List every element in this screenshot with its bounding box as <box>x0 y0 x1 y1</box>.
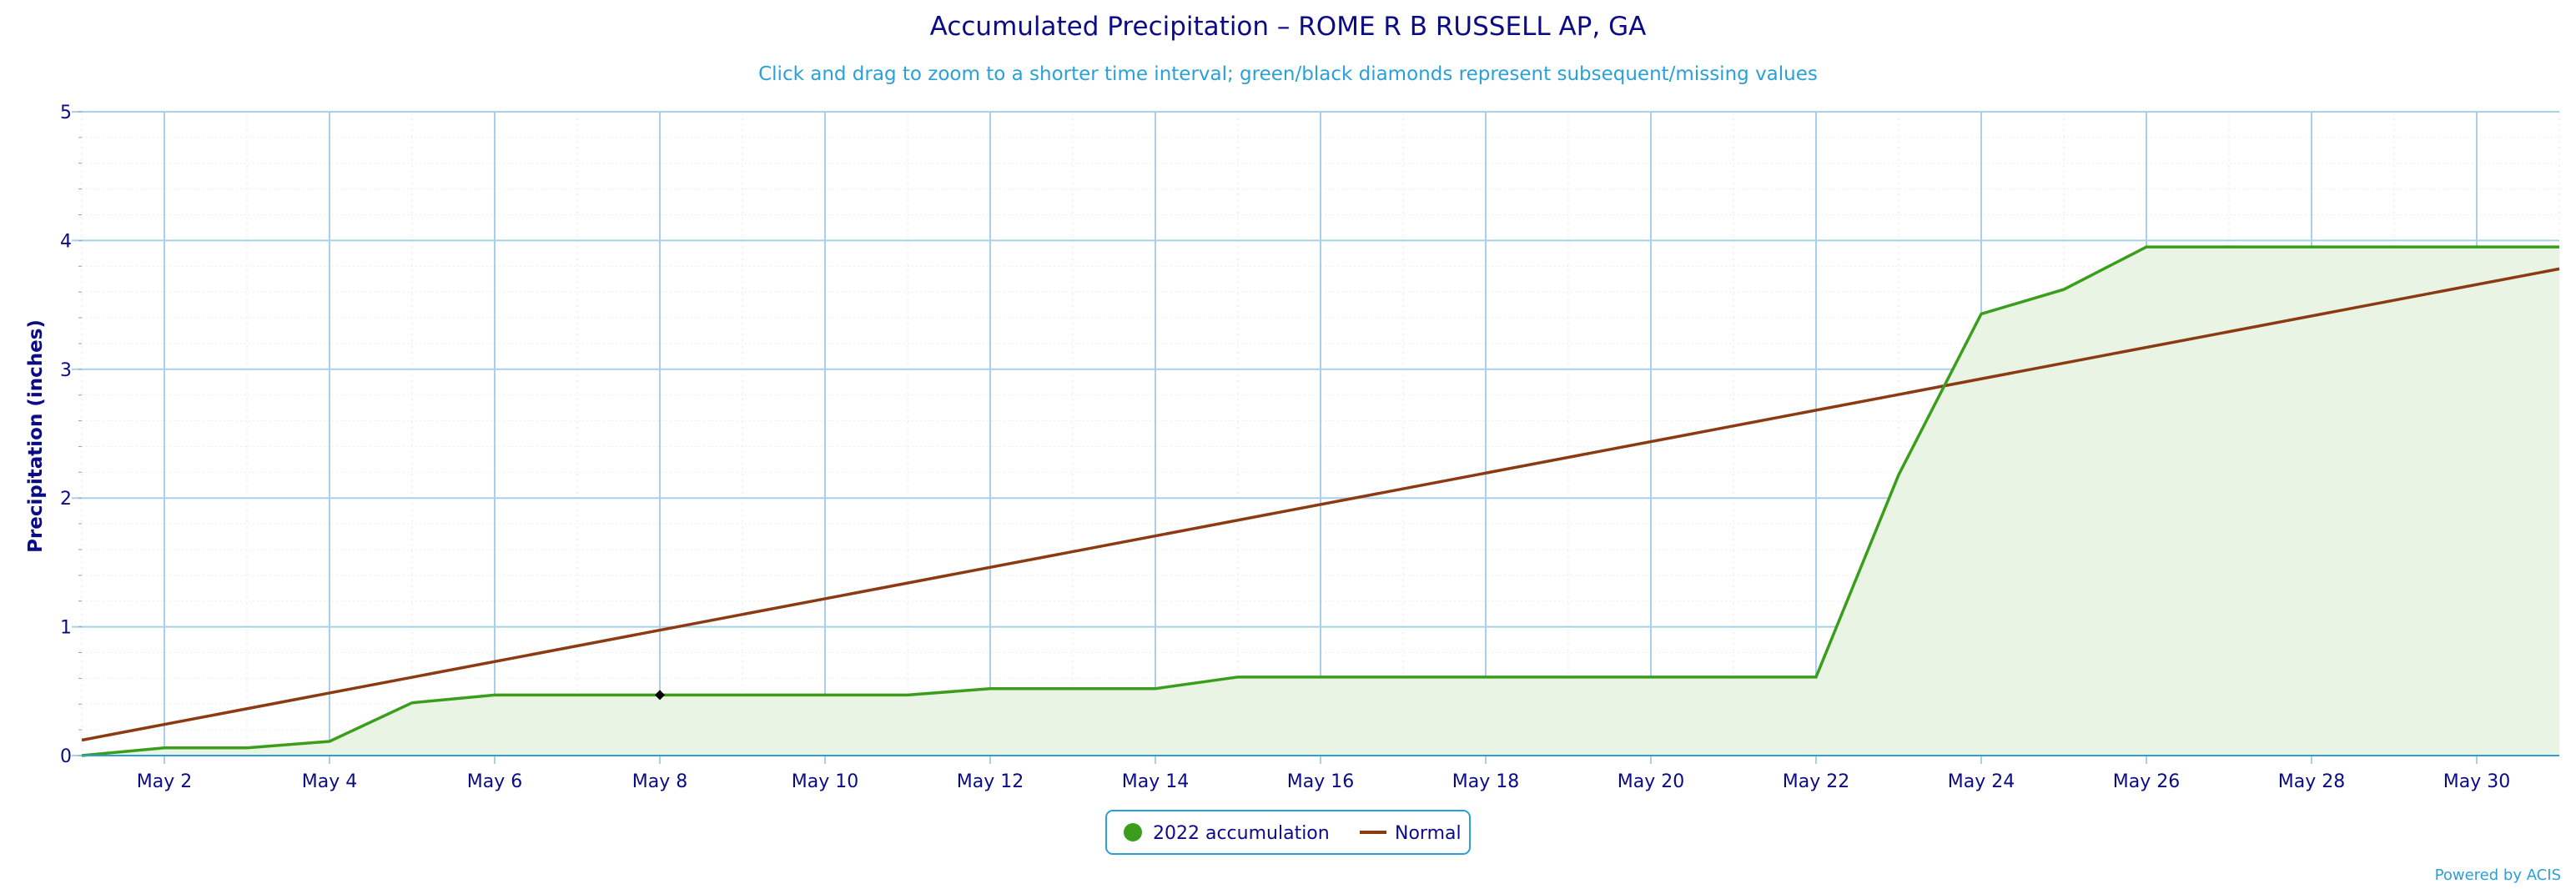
y-tick-label: 3 <box>60 360 72 381</box>
missing-value-diamond <box>655 690 665 701</box>
x-tick-label: May 18 <box>1452 771 1519 792</box>
normal-line <box>81 267 2560 742</box>
x-tick-label: May 26 <box>2113 771 2180 792</box>
x-tick-label: May 2 <box>137 771 192 792</box>
y-tick-label: 2 <box>60 489 72 510</box>
x-tick-label: May 28 <box>2278 771 2345 792</box>
y-axis-label: Precipitation (inches) <box>25 319 47 553</box>
chart-subtitle: Click and drag to zoom to a shorter time… <box>758 63 1818 85</box>
x-tick-label: May 12 <box>957 771 1024 792</box>
x-tick-label: May 24 <box>1948 771 2015 792</box>
x-tick-label: May 30 <box>2443 771 2510 792</box>
x-tick-label: May 14 <box>1122 771 1189 792</box>
legend-label-accumulation[interactable]: 2022 accumulation <box>1153 823 1330 844</box>
x-tick-label: May 10 <box>792 771 858 792</box>
plot-area[interactable] <box>81 245 2560 757</box>
chart-title: Accumulated Precipitation – ROME R B RUS… <box>930 12 1647 42</box>
legend[interactable]: 2022 accumulation Normal <box>1105 810 1471 855</box>
credit-link[interactable]: Powered by ACIS <box>2435 866 2561 884</box>
x-tick-label: May 22 <box>1783 771 1849 792</box>
y-tick-label: 0 <box>60 746 72 767</box>
legend-label-normal[interactable]: Normal <box>1395 823 1462 844</box>
x-tick-label: May 6 <box>467 771 522 792</box>
legend-swatch-accumulation <box>1124 823 1142 841</box>
legend-box <box>1105 810 1471 855</box>
accumulation-line <box>81 245 2559 757</box>
x-tick-label: May 8 <box>632 771 687 792</box>
axes: 0 1 2 3 4 5 May 2 May 4 May 6 May 8 May 10 May 12 Ma… <box>60 103 2559 792</box>
x-tick-label: May 4 <box>302 771 357 792</box>
y-tick-label: 4 <box>60 231 72 252</box>
x-tick-label: May 20 <box>1618 771 1684 792</box>
accumulation-area <box>82 247 2559 756</box>
y-tick-label: 5 <box>60 103 72 123</box>
x-tick-label: May 16 <box>1287 771 1354 792</box>
y-tick-label: 1 <box>60 618 72 639</box>
